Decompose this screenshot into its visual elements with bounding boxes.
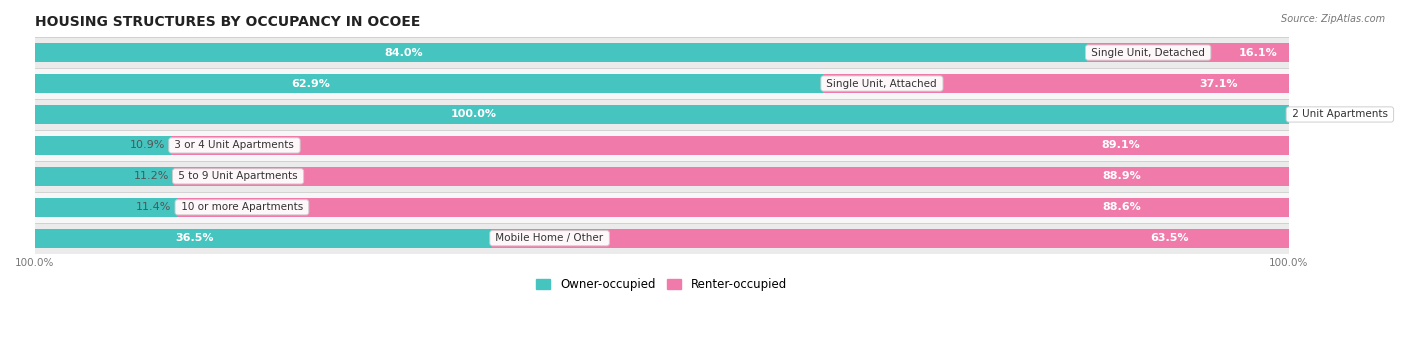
Bar (172, 136, 1289, 155)
Bar (35, 99, 1289, 130)
Bar (35, 223, 1289, 254)
Bar (35, 74, 824, 93)
Text: 88.6%: 88.6% (1102, 202, 1142, 212)
Bar (824, 74, 1289, 93)
Bar (174, 167, 1289, 186)
Text: 3 or 4 Unit Apartments: 3 or 4 Unit Apartments (172, 140, 298, 150)
Bar (35, 192, 1289, 223)
Text: Single Unit, Attached: Single Unit, Attached (824, 78, 941, 89)
Bar (35, 198, 177, 217)
Text: 88.9%: 88.9% (1102, 171, 1140, 181)
Bar (35, 228, 492, 248)
Text: 84.0%: 84.0% (384, 48, 423, 58)
Text: 62.9%: 62.9% (291, 78, 330, 89)
Legend: Owner-occupied, Renter-occupied: Owner-occupied, Renter-occupied (531, 273, 792, 295)
Text: 2 Unit Apartments: 2 Unit Apartments (1289, 109, 1391, 119)
Bar (35, 43, 1088, 62)
Bar (35, 105, 1289, 124)
Text: 11.4%: 11.4% (136, 202, 172, 212)
Text: 36.5%: 36.5% (176, 233, 214, 243)
Bar (35, 37, 1289, 68)
Bar (492, 228, 1289, 248)
Bar (35, 68, 1289, 99)
Text: 5 to 9 Unit Apartments: 5 to 9 Unit Apartments (176, 171, 301, 181)
Bar (35, 136, 172, 155)
Text: 16.1%: 16.1% (1239, 48, 1278, 58)
Bar (177, 198, 1289, 217)
Bar (1087, 43, 1289, 62)
Text: 89.1%: 89.1% (1102, 140, 1140, 150)
Bar (35, 161, 1289, 192)
Bar (35, 167, 176, 186)
Text: Mobile Home / Other: Mobile Home / Other (492, 233, 607, 243)
Text: 37.1%: 37.1% (1199, 78, 1239, 89)
Text: 10 or more Apartments: 10 or more Apartments (177, 202, 307, 212)
Text: HOUSING STRUCTURES BY OCCUPANCY IN OCOEE: HOUSING STRUCTURES BY OCCUPANCY IN OCOEE (35, 15, 420, 29)
Bar (35, 130, 1289, 161)
Text: Source: ZipAtlas.com: Source: ZipAtlas.com (1281, 14, 1385, 24)
Text: Single Unit, Detached: Single Unit, Detached (1088, 48, 1208, 58)
Text: 10.9%: 10.9% (129, 140, 165, 150)
Text: 11.2%: 11.2% (134, 171, 169, 181)
Text: 63.5%: 63.5% (1150, 233, 1188, 243)
Text: 100.0%: 100.0% (450, 109, 496, 119)
